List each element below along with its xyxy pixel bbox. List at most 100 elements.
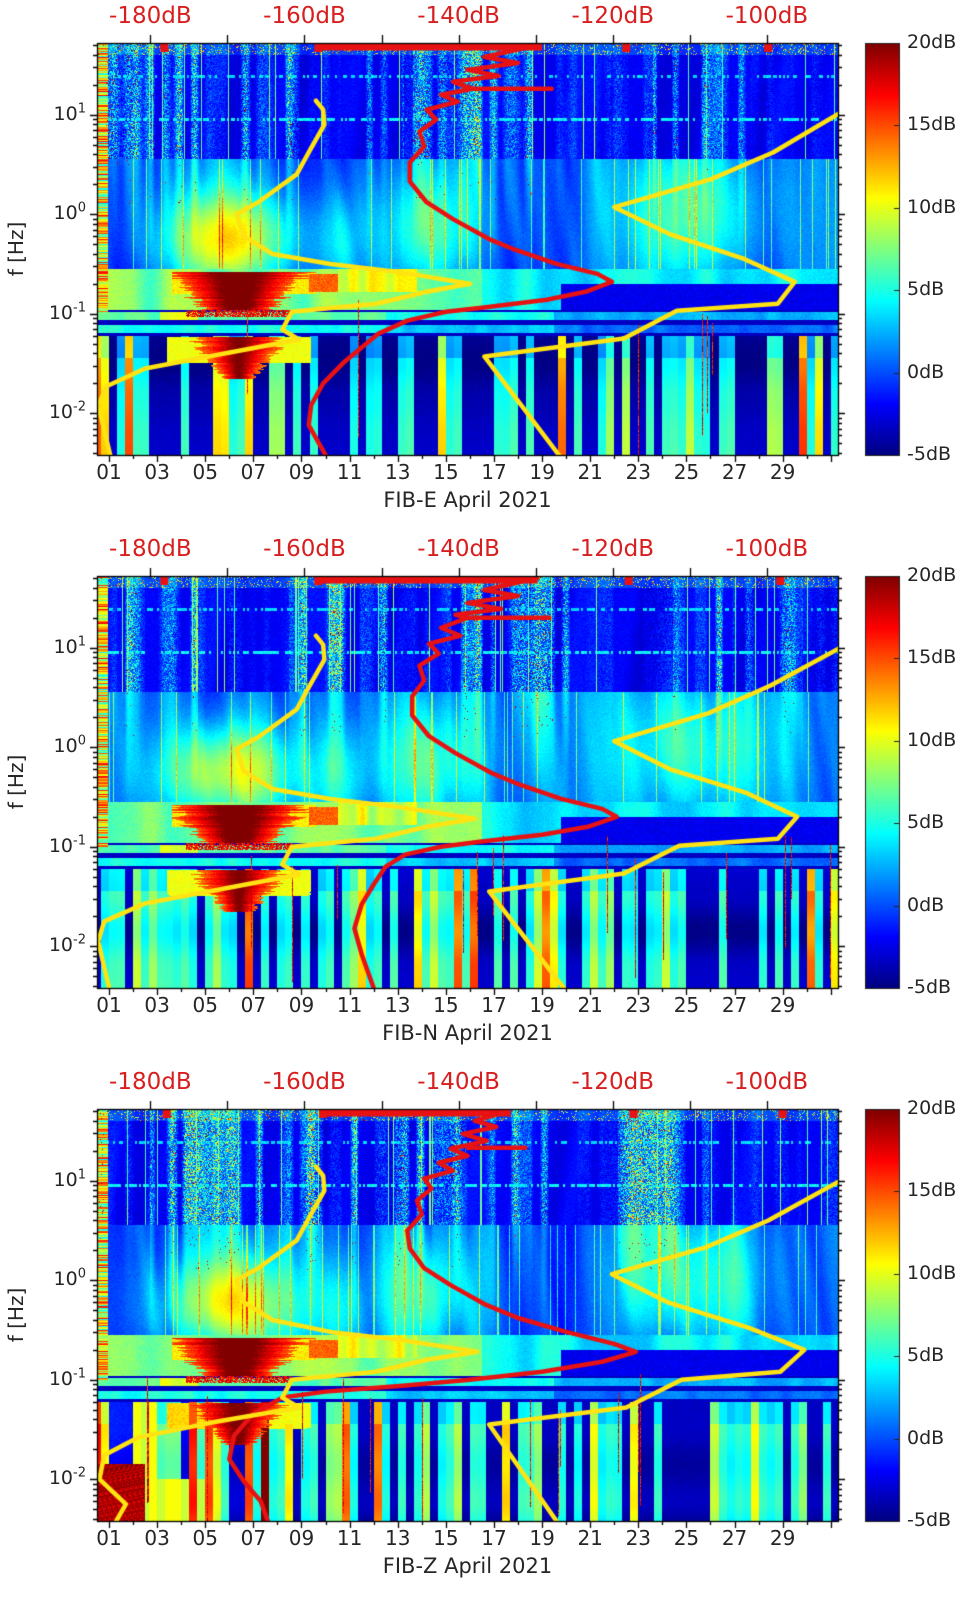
x-tick-label: 03	[144, 993, 170, 1017]
top-axis-label: -120dB	[571, 536, 655, 562]
y-tick-exponent: 1	[77, 101, 86, 117]
x-tick-label: 13	[384, 993, 411, 1017]
x-tick-label: 07	[240, 993, 267, 1017]
x-tick-label: 23	[625, 460, 652, 484]
top-axis-label: -180dB	[109, 536, 192, 562]
y-tick-label: 10-1	[24, 834, 86, 858]
colorbar-tick-label: 20dB	[907, 31, 957, 53]
x-tick-label: 05	[192, 1526, 218, 1550]
x-tick-label: 21	[577, 1526, 603, 1550]
y-tick-label: 10-2	[24, 933, 86, 957]
y-tick-exponent: 0	[77, 733, 86, 749]
y-tick-exponent: 1	[77, 1167, 86, 1183]
top-axis-label: -160dB	[263, 3, 346, 29]
y-tick-label: 10-1	[24, 301, 86, 325]
y-tick-label: 100	[24, 1267, 86, 1291]
x-tick-label: 19	[529, 460, 555, 484]
y-tick-exponent: -2	[73, 1465, 86, 1481]
top-axis-label: -180dB	[109, 1069, 192, 1095]
x-tick-label: 21	[577, 993, 603, 1017]
x-tick-label: 07	[240, 460, 267, 484]
x-tick-label: 17	[481, 460, 507, 484]
x-tick-label: 25	[673, 993, 700, 1017]
panel-fib-z: -180dB -160dB -140dB -120dB -100dB 01 03 05 07 09…	[0, 1066, 962, 1599]
y-tick-exponent: -1	[73, 1366, 86, 1382]
y-tick-mantissa: 10	[48, 1367, 74, 1390]
y-axis-title: f [Hz]	[4, 1287, 28, 1343]
y-tick-mantissa: 10	[53, 1168, 78, 1191]
x-tick-label: 29	[769, 993, 796, 1017]
y-tick-label: 101	[24, 1168, 86, 1192]
y-tick-mantissa: 10	[48, 401, 74, 424]
spectrogram-canvas-fib-n	[0, 533, 962, 1066]
top-axis-label: -120dB	[571, 3, 655, 29]
colorbar-tick-label: 0dB	[907, 360, 945, 383]
x-tick-label: 11	[336, 993, 363, 1017]
top-axis-label: -100dB	[725, 1069, 809, 1095]
y-tick-exponent: -1	[73, 300, 86, 316]
y-tick-exponent: -2	[73, 932, 86, 948]
top-axis-label: -120dB	[571, 1069, 655, 1095]
x-tick-label: 23	[625, 1526, 652, 1550]
x-tick-label: 03	[144, 1526, 170, 1550]
spectrogram-canvas-fib-e	[0, 0, 962, 533]
x-tick-label: 25	[673, 460, 700, 484]
y-tick-label: 10-2	[24, 400, 86, 424]
x-tick-label: 13	[384, 1526, 411, 1550]
colorbar-tick-label: 5dB	[907, 1344, 945, 1367]
y-tick-label: 10-1	[24, 1367, 86, 1391]
top-axis-label: -100dB	[725, 3, 809, 29]
y-tick-mantissa: 10	[48, 934, 74, 957]
y-tick-label: 101	[24, 102, 86, 126]
panel-fib-e: -180dB -160dB -140dB -120dB -100dB 01 03 05 07 09…	[0, 0, 962, 533]
x-axis-title: FIB-N April 2021	[382, 1021, 553, 1045]
colorbar-tick-label: 5dB	[907, 811, 945, 834]
y-tick-label: 100	[24, 201, 86, 225]
x-tick-label: 07	[240, 1526, 267, 1550]
colorbar-tick-label: -5dB	[907, 976, 952, 998]
top-axis-label: -160dB	[263, 1069, 346, 1095]
x-tick-label: 29	[769, 1526, 796, 1550]
x-tick-label: 17	[481, 993, 507, 1017]
x-axis-title: FIB-Z April 2021	[382, 1554, 553, 1578]
x-tick-label: 19	[529, 993, 555, 1017]
top-axis-label: -140dB	[417, 536, 500, 562]
colorbar-tick-label: 10dB	[907, 728, 957, 751]
x-tick-label: 25	[673, 1526, 700, 1550]
x-tick-label: 09	[288, 1526, 315, 1550]
y-tick-mantissa: 10	[48, 1467, 74, 1490]
y-tick-mantissa: 10	[48, 834, 74, 857]
y-tick-exponent: 0	[77, 1266, 86, 1282]
colorbar-tick-label: 15dB	[907, 646, 957, 669]
x-tick-label: 09	[288, 993, 315, 1017]
y-axis-title: f [Hz]	[4, 221, 28, 277]
colorbar-tick-label: 0dB	[907, 1426, 945, 1449]
y-tick-exponent: 1	[77, 634, 86, 650]
x-tick-label: 11	[336, 1526, 363, 1550]
x-tick-label: 15	[433, 993, 459, 1017]
colorbar-tick-label: 5dB	[907, 278, 945, 301]
top-axis-label: -160dB	[263, 536, 346, 562]
x-tick-label: 01	[96, 993, 122, 1017]
colorbar-tick-label: 20dB	[907, 1097, 957, 1119]
colorbar-tick-label: 15dB	[907, 113, 957, 136]
x-tick-label: 09	[288, 460, 315, 484]
x-tick-label: 15	[433, 1526, 459, 1550]
y-tick-exponent: -2	[73, 399, 86, 415]
panel-fib-n: -180dB -160dB -140dB -120dB -100dB 01 03 05 07 09…	[0, 533, 962, 1066]
x-axis-title: FIB-E April 2021	[383, 488, 552, 512]
y-tick-mantissa: 10	[53, 635, 78, 658]
colorbar-tick-label: 15dB	[907, 1179, 957, 1202]
y-axis-title: f [Hz]	[4, 754, 28, 810]
spectrogram-canvas-fib-z	[0, 1066, 962, 1599]
y-tick-mantissa: 10	[53, 202, 78, 225]
x-tick-label: 23	[625, 993, 652, 1017]
x-tick-label: 17	[481, 1526, 507, 1550]
y-tick-label: 10-2	[24, 1466, 86, 1490]
x-tick-label: 13	[384, 460, 411, 484]
colorbar-tick-label: 0dB	[907, 893, 945, 916]
top-axis-label: -140dB	[417, 1069, 500, 1095]
x-tick-label: 01	[96, 1526, 122, 1550]
y-tick-exponent: -1	[73, 833, 86, 849]
